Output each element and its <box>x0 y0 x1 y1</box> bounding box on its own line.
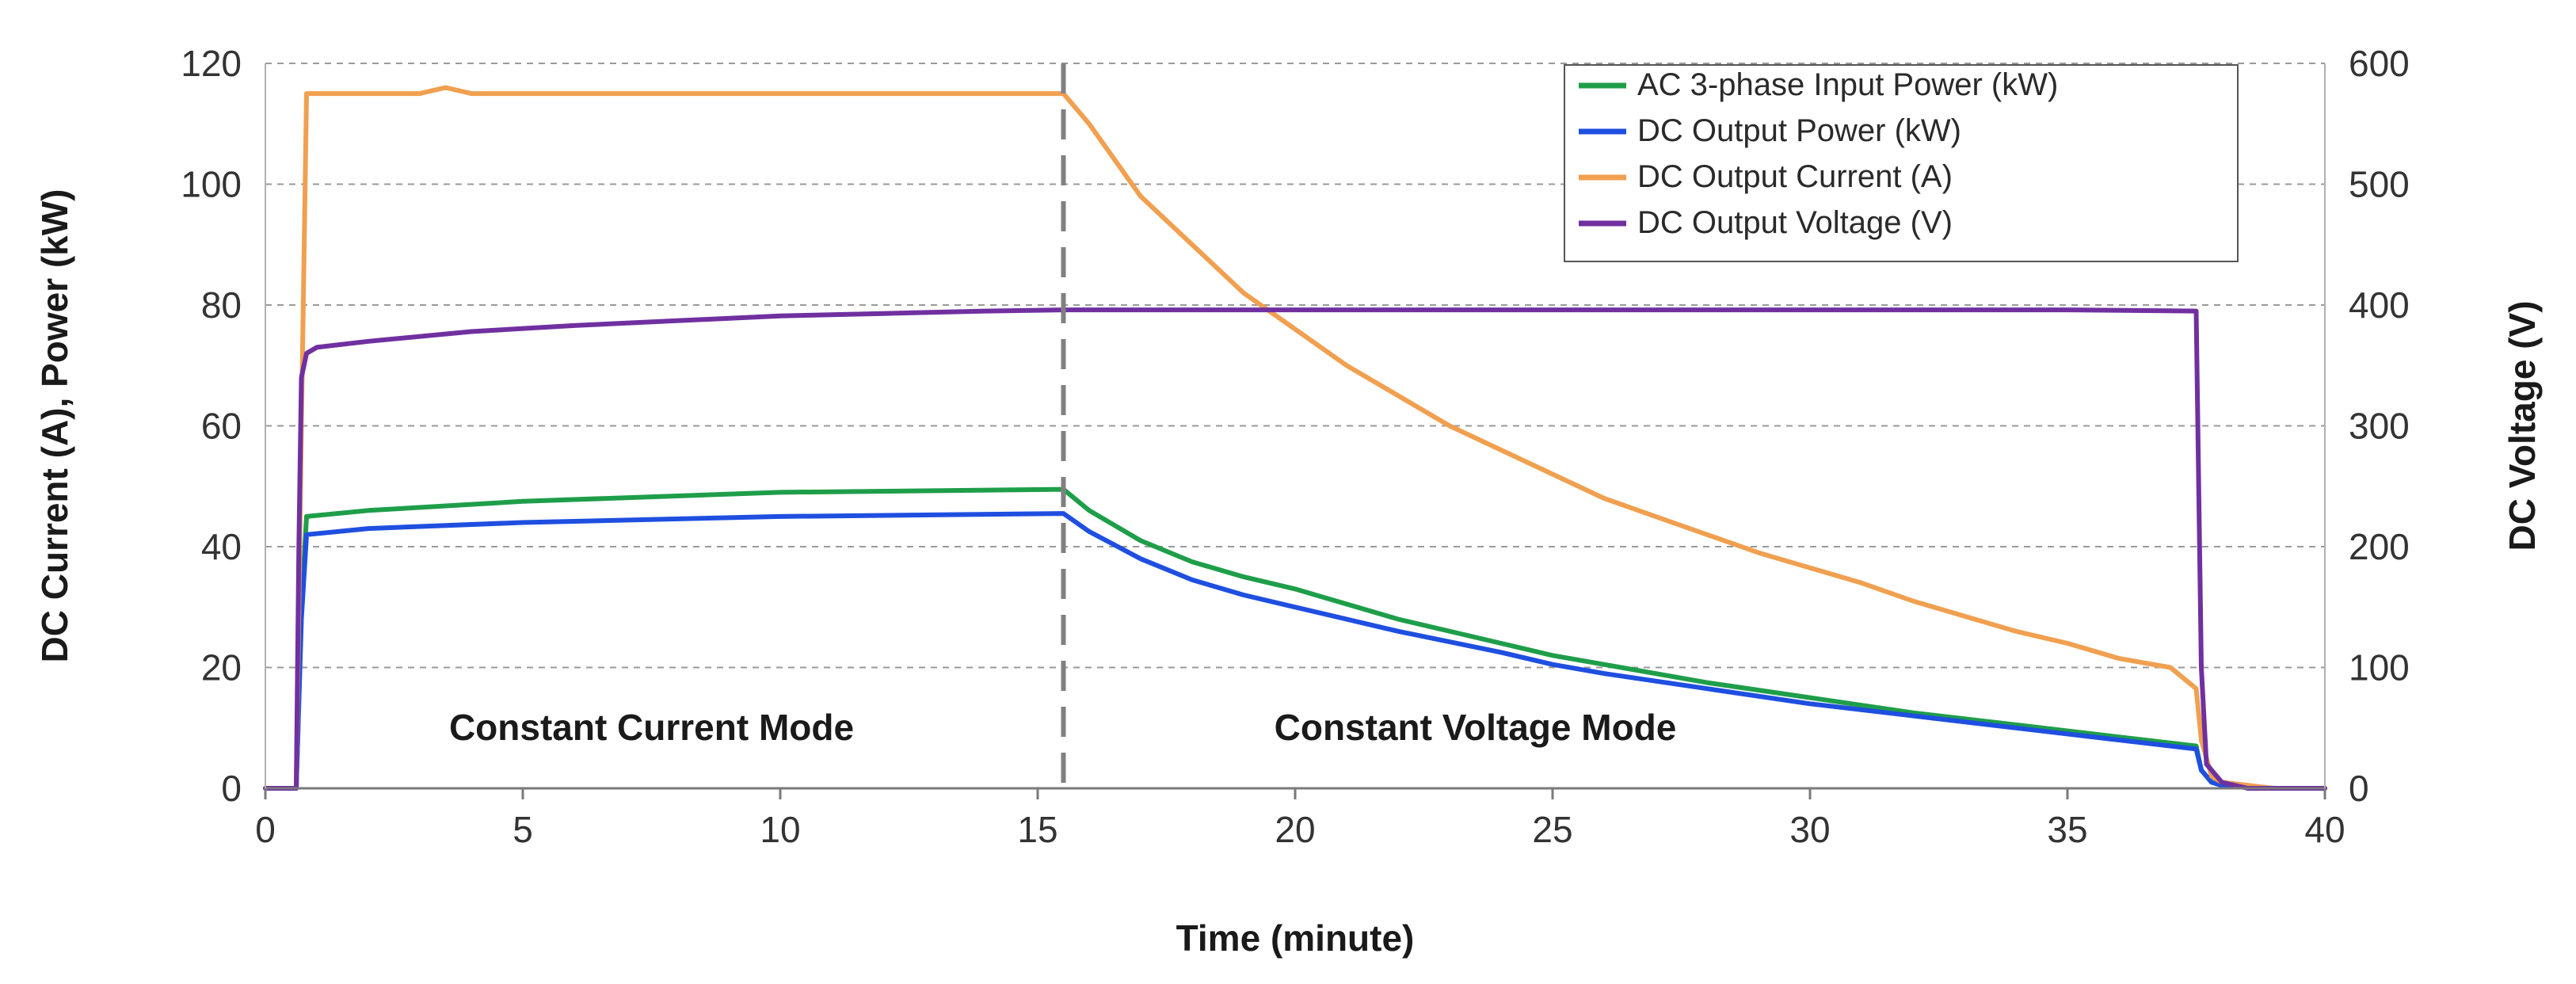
y-right-tick-label: 500 <box>2349 164 2410 205</box>
legend: AC 3-phase Input Power (kW) DC Output Pow… <box>1564 64 2239 262</box>
legend-entry: DC Output Voltage (V) <box>1637 205 1953 240</box>
constant-current-mode-label: Constant Current Mode <box>449 707 854 748</box>
axes: 0 5 10 15 20 25 30 35 40020406080100120010020030… <box>34 43 2543 959</box>
y-left-tick-label: 20 <box>201 647 242 688</box>
y-right-tick-label: 200 <box>2349 526 2410 567</box>
y-right-axis-title: DC Voltage (V) <box>2502 300 2543 551</box>
y-right-tick-label: 100 <box>2349 647 2410 688</box>
x-tick-label: 40 <box>2304 809 2345 850</box>
y-left-tick-label: 100 <box>181 164 242 205</box>
series-line-4 <box>263 307 2327 791</box>
annotations: Constant Current Mode Constant Voltage Mo… <box>449 63 1676 788</box>
y-right-tick-label: 600 <box>2349 43 2410 84</box>
legend-entry: DC Output Current (A) <box>1637 159 1953 194</box>
x-tick-label: 35 <box>2047 809 2087 850</box>
y-left-axis-title: DC Current (A), Power (kW) <box>34 189 75 663</box>
x-tick-label: 5 <box>513 809 533 850</box>
y-right-tick-label: 300 <box>2349 406 2410 447</box>
y-left-tick-label: 60 <box>201 406 242 447</box>
y-left-tick-label: 120 <box>181 43 242 84</box>
y-right-tick-label: 400 <box>2349 284 2410 326</box>
legend-entry: AC 3-phase Input Power (kW) <box>1637 67 2058 102</box>
legend-box <box>1564 64 2239 262</box>
x-tick-label: 15 <box>1017 809 1057 850</box>
x-tick-label: 0 <box>255 809 276 850</box>
y-left-tick-label: 40 <box>201 526 242 567</box>
x-tick-label: 10 <box>760 809 800 850</box>
y-left-tick-label: 80 <box>201 284 242 326</box>
legend-entry: DC Output Power (kW) <box>1637 113 1961 148</box>
series-lines <box>263 85 2327 791</box>
x-tick-label: 25 <box>1532 809 1572 850</box>
y-left-tick-label: 0 <box>221 768 242 809</box>
series-line-2 <box>263 511 2327 791</box>
x-tick-label: 20 <box>1275 809 1315 850</box>
constant-voltage-mode-label: Constant Voltage Mode <box>1275 707 1677 748</box>
x-tick-label: 30 <box>1789 809 1830 850</box>
x-axis-title: Time (minute) <box>1176 917 1415 959</box>
y-right-tick-label: 0 <box>2349 768 2369 809</box>
series-line-3 <box>263 85 2327 791</box>
